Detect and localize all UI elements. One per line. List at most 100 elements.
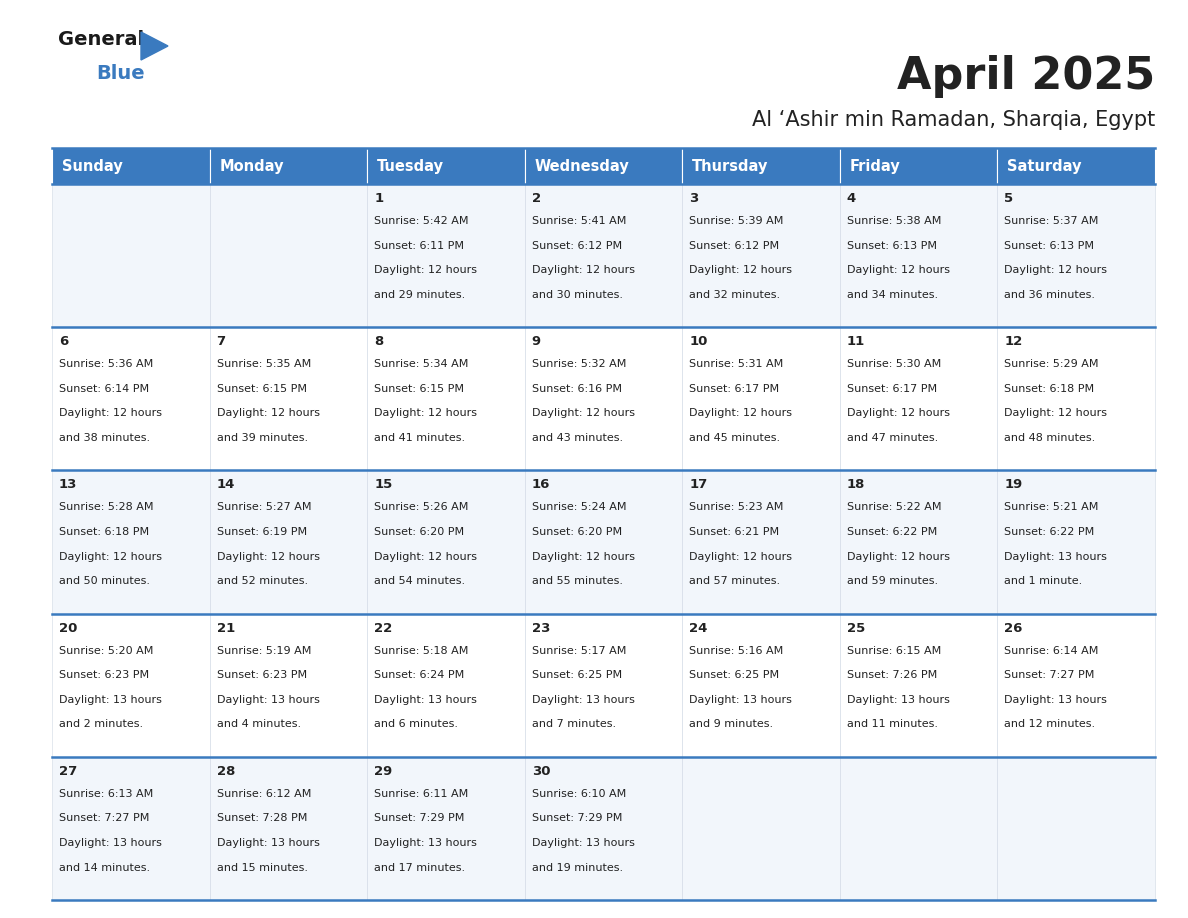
- Text: Sunrise: 5:19 AM: Sunrise: 5:19 AM: [216, 645, 311, 655]
- Text: Sunset: 6:22 PM: Sunset: 6:22 PM: [847, 527, 937, 537]
- Text: Daylight: 13 hours: Daylight: 13 hours: [532, 838, 634, 848]
- Bar: [998, 613, 1155, 756]
- Text: Daylight: 12 hours: Daylight: 12 hours: [59, 552, 162, 562]
- Text: Daylight: 13 hours: Daylight: 13 hours: [216, 838, 320, 848]
- Text: Sunset: 6:25 PM: Sunset: 6:25 PM: [532, 670, 621, 680]
- Text: 24: 24: [689, 621, 708, 634]
- Bar: [525, 613, 682, 756]
- Text: Sunset: 6:18 PM: Sunset: 6:18 PM: [59, 527, 150, 537]
- Text: 1: 1: [374, 192, 384, 205]
- Text: Saturday: Saturday: [1007, 159, 1082, 174]
- Text: Sunrise: 5:20 AM: Sunrise: 5:20 AM: [59, 645, 153, 655]
- Text: and 48 minutes.: and 48 minutes.: [1004, 433, 1095, 442]
- Text: Blue: Blue: [96, 64, 145, 83]
- Text: Sunset: 6:15 PM: Sunset: 6:15 PM: [216, 384, 307, 394]
- Text: Sunrise: 5:36 AM: Sunrise: 5:36 AM: [59, 359, 153, 369]
- Text: Sunrise: 5:22 AM: Sunrise: 5:22 AM: [847, 502, 941, 512]
- Bar: [52, 327, 209, 470]
- Text: Sunrise: 5:38 AM: Sunrise: 5:38 AM: [847, 216, 941, 226]
- Text: 25: 25: [847, 621, 865, 634]
- Text: Sunset: 7:27 PM: Sunset: 7:27 PM: [59, 813, 150, 823]
- Bar: [525, 184, 682, 327]
- Text: and 39 minutes.: and 39 minutes.: [216, 433, 308, 442]
- Text: Tuesday: Tuesday: [377, 159, 444, 174]
- Text: Sunrise: 5:37 AM: Sunrise: 5:37 AM: [1004, 216, 1099, 226]
- Text: Daylight: 12 hours: Daylight: 12 hours: [374, 265, 478, 275]
- Text: and 32 minutes.: and 32 minutes.: [689, 290, 781, 299]
- Text: 16: 16: [532, 478, 550, 491]
- Text: Daylight: 13 hours: Daylight: 13 hours: [532, 695, 634, 705]
- Text: and 54 minutes.: and 54 minutes.: [374, 577, 466, 586]
- Text: Sunrise: 5:18 AM: Sunrise: 5:18 AM: [374, 645, 468, 655]
- Text: Daylight: 12 hours: Daylight: 12 hours: [59, 409, 162, 419]
- Bar: [998, 184, 1155, 327]
- Bar: [367, 148, 525, 184]
- Text: Sunset: 6:15 PM: Sunset: 6:15 PM: [374, 384, 465, 394]
- Text: and 52 minutes.: and 52 minutes.: [216, 577, 308, 586]
- Text: and 30 minutes.: and 30 minutes.: [532, 290, 623, 299]
- Text: Sunday: Sunday: [62, 159, 122, 174]
- Bar: [682, 756, 840, 900]
- Text: Daylight: 13 hours: Daylight: 13 hours: [689, 695, 792, 705]
- Text: and 45 minutes.: and 45 minutes.: [689, 433, 781, 442]
- Bar: [209, 327, 367, 470]
- Bar: [682, 470, 840, 613]
- Text: Daylight: 13 hours: Daylight: 13 hours: [847, 695, 949, 705]
- Text: 2: 2: [532, 192, 541, 205]
- Text: Daylight: 12 hours: Daylight: 12 hours: [532, 265, 634, 275]
- Text: and 36 minutes.: and 36 minutes.: [1004, 290, 1095, 299]
- Text: Sunrise: 6:12 AM: Sunrise: 6:12 AM: [216, 789, 311, 799]
- Text: Sunrise: 5:26 AM: Sunrise: 5:26 AM: [374, 502, 468, 512]
- Text: Daylight: 12 hours: Daylight: 12 hours: [847, 409, 950, 419]
- Text: Sunset: 6:13 PM: Sunset: 6:13 PM: [1004, 241, 1094, 251]
- Bar: [840, 756, 998, 900]
- Text: Daylight: 12 hours: Daylight: 12 hours: [374, 552, 478, 562]
- Text: General: General: [58, 30, 144, 49]
- Text: Sunrise: 5:42 AM: Sunrise: 5:42 AM: [374, 216, 468, 226]
- Text: and 11 minutes.: and 11 minutes.: [847, 720, 937, 729]
- Text: and 57 minutes.: and 57 minutes.: [689, 577, 781, 586]
- Bar: [367, 327, 525, 470]
- Bar: [209, 184, 367, 327]
- Text: Sunrise: 6:11 AM: Sunrise: 6:11 AM: [374, 789, 468, 799]
- Text: and 41 minutes.: and 41 minutes.: [374, 433, 466, 442]
- Text: 30: 30: [532, 765, 550, 778]
- Bar: [367, 756, 525, 900]
- Text: Daylight: 12 hours: Daylight: 12 hours: [532, 409, 634, 419]
- Text: Sunset: 6:22 PM: Sunset: 6:22 PM: [1004, 527, 1094, 537]
- Text: Daylight: 12 hours: Daylight: 12 hours: [689, 552, 792, 562]
- Text: and 47 minutes.: and 47 minutes.: [847, 433, 939, 442]
- Bar: [840, 613, 998, 756]
- Text: Sunrise: 5:29 AM: Sunrise: 5:29 AM: [1004, 359, 1099, 369]
- Text: 9: 9: [532, 335, 541, 348]
- Text: 12: 12: [1004, 335, 1023, 348]
- Text: Daylight: 12 hours: Daylight: 12 hours: [216, 552, 320, 562]
- Text: Sunset: 6:13 PM: Sunset: 6:13 PM: [847, 241, 937, 251]
- Bar: [209, 470, 367, 613]
- Text: Sunrise: 5:16 AM: Sunrise: 5:16 AM: [689, 645, 784, 655]
- Text: and 38 minutes.: and 38 minutes.: [59, 433, 150, 442]
- Text: and 9 minutes.: and 9 minutes.: [689, 720, 773, 729]
- Text: Daylight: 12 hours: Daylight: 12 hours: [374, 409, 478, 419]
- Text: 11: 11: [847, 335, 865, 348]
- Text: Monday: Monday: [220, 159, 284, 174]
- Text: Daylight: 13 hours: Daylight: 13 hours: [374, 695, 478, 705]
- Bar: [998, 148, 1155, 184]
- Bar: [840, 184, 998, 327]
- Text: Sunset: 6:18 PM: Sunset: 6:18 PM: [1004, 384, 1094, 394]
- Text: Daylight: 13 hours: Daylight: 13 hours: [1004, 552, 1107, 562]
- Text: 23: 23: [532, 621, 550, 634]
- Bar: [840, 470, 998, 613]
- Text: 10: 10: [689, 335, 708, 348]
- Bar: [525, 470, 682, 613]
- Text: and 7 minutes.: and 7 minutes.: [532, 720, 615, 729]
- Text: and 1 minute.: and 1 minute.: [1004, 577, 1082, 586]
- Bar: [52, 613, 209, 756]
- Text: Sunset: 6:24 PM: Sunset: 6:24 PM: [374, 670, 465, 680]
- Text: Sunset: 6:21 PM: Sunset: 6:21 PM: [689, 527, 779, 537]
- Text: and 12 minutes.: and 12 minutes.: [1004, 720, 1095, 729]
- Text: Sunset: 6:20 PM: Sunset: 6:20 PM: [532, 527, 621, 537]
- Text: Sunset: 6:14 PM: Sunset: 6:14 PM: [59, 384, 150, 394]
- Text: 6: 6: [59, 335, 68, 348]
- Text: Sunset: 6:19 PM: Sunset: 6:19 PM: [216, 527, 307, 537]
